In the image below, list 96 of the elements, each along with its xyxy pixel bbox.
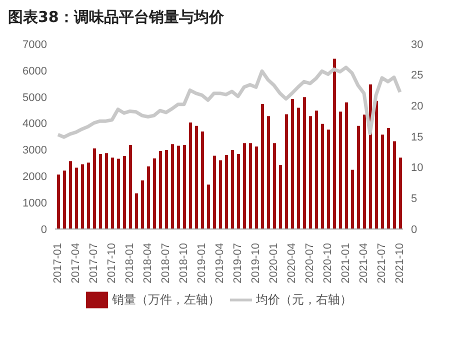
x-tick-label: 2021-04 (358, 243, 370, 284)
y-tick-label: 0 (40, 224, 47, 236)
bar (135, 193, 138, 229)
y-tick-label: 3000 (22, 144, 47, 157)
bar (111, 158, 114, 229)
bar (291, 98, 294, 229)
bar (273, 143, 276, 229)
bar (279, 165, 282, 229)
bar (249, 143, 252, 229)
y2-tick-label: 25 (411, 70, 424, 82)
bar (75, 168, 78, 229)
bar (357, 126, 360, 229)
x-tick-label: 2019-07 (232, 243, 244, 284)
bar (63, 170, 66, 229)
x-tick-label: 2017-07 (88, 243, 100, 284)
bar (117, 158, 120, 229)
y2-tick-label: 30 (411, 38, 424, 51)
bar (351, 170, 354, 229)
bar (153, 158, 156, 229)
bar (195, 126, 198, 229)
bar (375, 100, 378, 229)
bar (225, 155, 228, 229)
y-tick-label: 6000 (22, 65, 47, 78)
y-tick-label: 7000 (22, 38, 47, 51)
bar (159, 151, 162, 229)
bar (237, 154, 240, 229)
x-tick-label: 2018-07 (160, 243, 172, 284)
bar (285, 114, 288, 229)
bar (297, 108, 300, 229)
chart-title: 图表38：调味品平台销量与均价 (8, 8, 224, 27)
bar (393, 141, 396, 229)
bar (177, 146, 180, 229)
bar (255, 146, 258, 229)
y-tick-label: 2000 (22, 171, 47, 184)
y2-tick-label: 15 (411, 131, 424, 144)
bar (165, 150, 168, 229)
y-tick-label: 1000 (22, 197, 47, 210)
bar (363, 114, 366, 229)
y2-tick-label: 0 (411, 224, 418, 236)
x-tick-label: 2020-01 (268, 243, 280, 284)
bar (123, 156, 126, 229)
bar (327, 130, 330, 229)
bar (129, 144, 132, 229)
bar (69, 161, 72, 229)
x-tick-label: 2019-01 (196, 243, 208, 284)
bar (57, 174, 60, 229)
legend-label: 销量（万件，左轴） (112, 292, 220, 306)
bar (171, 144, 174, 229)
bar (339, 112, 342, 229)
bar (99, 154, 102, 229)
bar (183, 144, 186, 229)
bar (147, 166, 150, 229)
x-tick-label: 2018-01 (124, 243, 136, 284)
x-tick-label: 2020-10 (322, 243, 334, 284)
bar (105, 153, 108, 229)
x-tick-label: 2020-07 (304, 243, 316, 284)
bar (399, 158, 402, 229)
x-tick-label: 2019-10 (250, 243, 262, 284)
x-tick-label: 2019-04 (214, 243, 226, 284)
bar (267, 116, 270, 229)
x-tick-label: 2021-01 (340, 243, 352, 284)
x-tick-label: 2017-04 (70, 243, 82, 284)
bar (345, 102, 348, 229)
bar (243, 143, 246, 229)
bar (207, 184, 210, 229)
bar (189, 122, 192, 229)
x-tick-label: 2021-10 (394, 243, 406, 284)
x-tick-label: 2018-10 (178, 243, 190, 284)
x-tick-label: 2020-04 (286, 243, 298, 284)
bar (315, 110, 318, 229)
line-series (56, 66, 402, 139)
bar (201, 131, 204, 229)
bar (87, 162, 90, 229)
y2-tick-label: 10 (411, 162, 424, 174)
bar (303, 97, 306, 229)
bar (333, 58, 336, 229)
y-tick-label: 5000 (22, 92, 47, 104)
x-tick-label: 2017-01 (52, 243, 64, 284)
bar (309, 116, 312, 229)
y2-tick-label: 5 (411, 193, 418, 206)
y-tick-label: 4000 (22, 118, 47, 130)
bar (93, 148, 96, 229)
bar (213, 156, 216, 229)
legend-label: 均价（元，右轴） (256, 292, 352, 306)
bar (141, 180, 144, 229)
bar (219, 160, 222, 229)
bar (387, 128, 390, 229)
bar (321, 124, 324, 229)
y2-tick-label: 20 (411, 100, 424, 113)
bar (81, 164, 84, 229)
bar (231, 150, 234, 229)
x-tick-label: 2021-07 (376, 243, 388, 284)
x-tick-label: 2018-04 (142, 243, 154, 284)
bar (381, 134, 384, 229)
x-tick-label: 2017-10 (106, 243, 118, 284)
bar (261, 104, 264, 229)
